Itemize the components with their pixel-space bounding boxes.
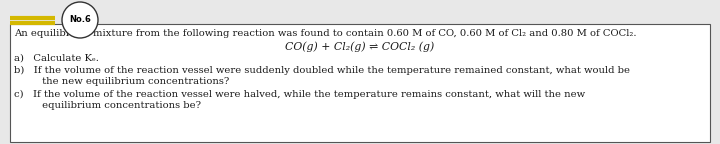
Text: An equilibrium mixture from the following reaction was found to contain 0.60 M o: An equilibrium mixture from the followin… xyxy=(14,29,636,38)
Circle shape xyxy=(62,2,98,38)
Text: equilibrium concentrations be?: equilibrium concentrations be? xyxy=(14,101,201,110)
Text: the new equilibrium concentrations?: the new equilibrium concentrations? xyxy=(14,77,229,86)
Text: b)   If the volume of the reaction vessel were suddenly doubled while the temper: b) If the volume of the reaction vessel … xyxy=(14,66,630,75)
Text: c)   If the volume of the reaction vessel were halved, while the temperature rem: c) If the volume of the reaction vessel … xyxy=(14,90,585,99)
Text: CO(g) + Cl₂(g) ⇌ COCl₂ (g): CO(g) + Cl₂(g) ⇌ COCl₂ (g) xyxy=(285,41,435,52)
FancyBboxPatch shape xyxy=(10,24,710,142)
Text: a)   Calculate Kₑ.: a) Calculate Kₑ. xyxy=(14,54,99,63)
Text: No.6: No.6 xyxy=(69,16,91,24)
